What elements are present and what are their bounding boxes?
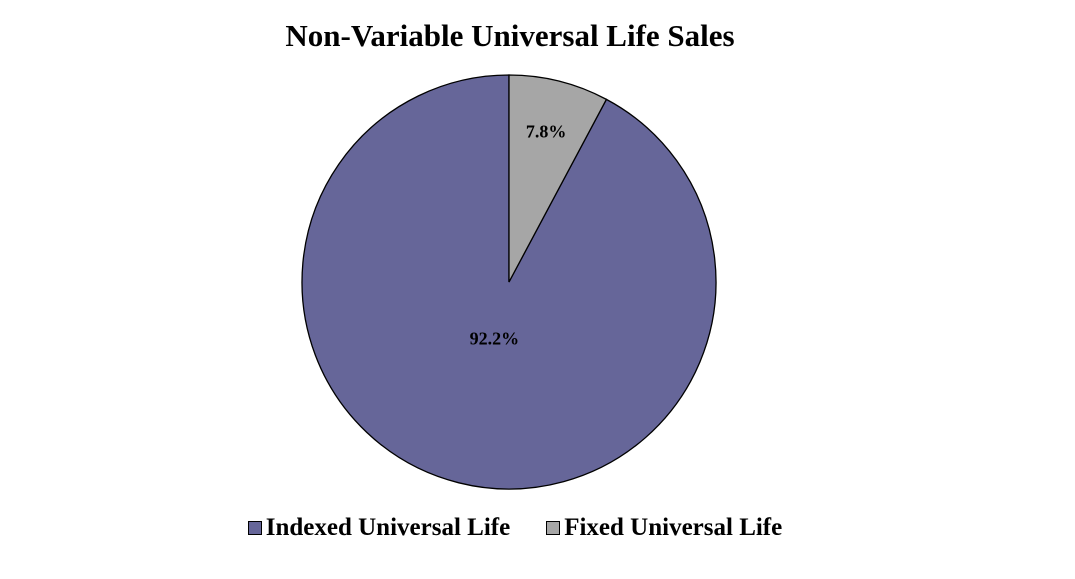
legend-swatch-fixed-universal-life <box>546 521 561 535</box>
legend-item-fixed-universal-life: Fixed Universal Life <box>546 514 782 542</box>
legend-label-fixed-universal-life: Fixed Universal Life <box>564 514 783 541</box>
pie-label-indexed-universal-life: 92.2% <box>470 328 520 348</box>
chart-title: Non-Variable Universal Life Sales <box>285 18 735 53</box>
legend-swatch-indexed-universal-life <box>247 521 262 535</box>
legend-label-indexed-universal-life: Indexed Universal Life <box>265 514 511 541</box>
pie-label-fixed-universal-life: 7.8% <box>526 122 567 142</box>
legend-item-indexed-universal-life: Indexed Universal Life <box>247 514 511 542</box>
pie-slice-fixed-universal-life <box>508 74 608 283</box>
legend: Indexed Universal Life Fixed Universal L… <box>0 514 1030 542</box>
